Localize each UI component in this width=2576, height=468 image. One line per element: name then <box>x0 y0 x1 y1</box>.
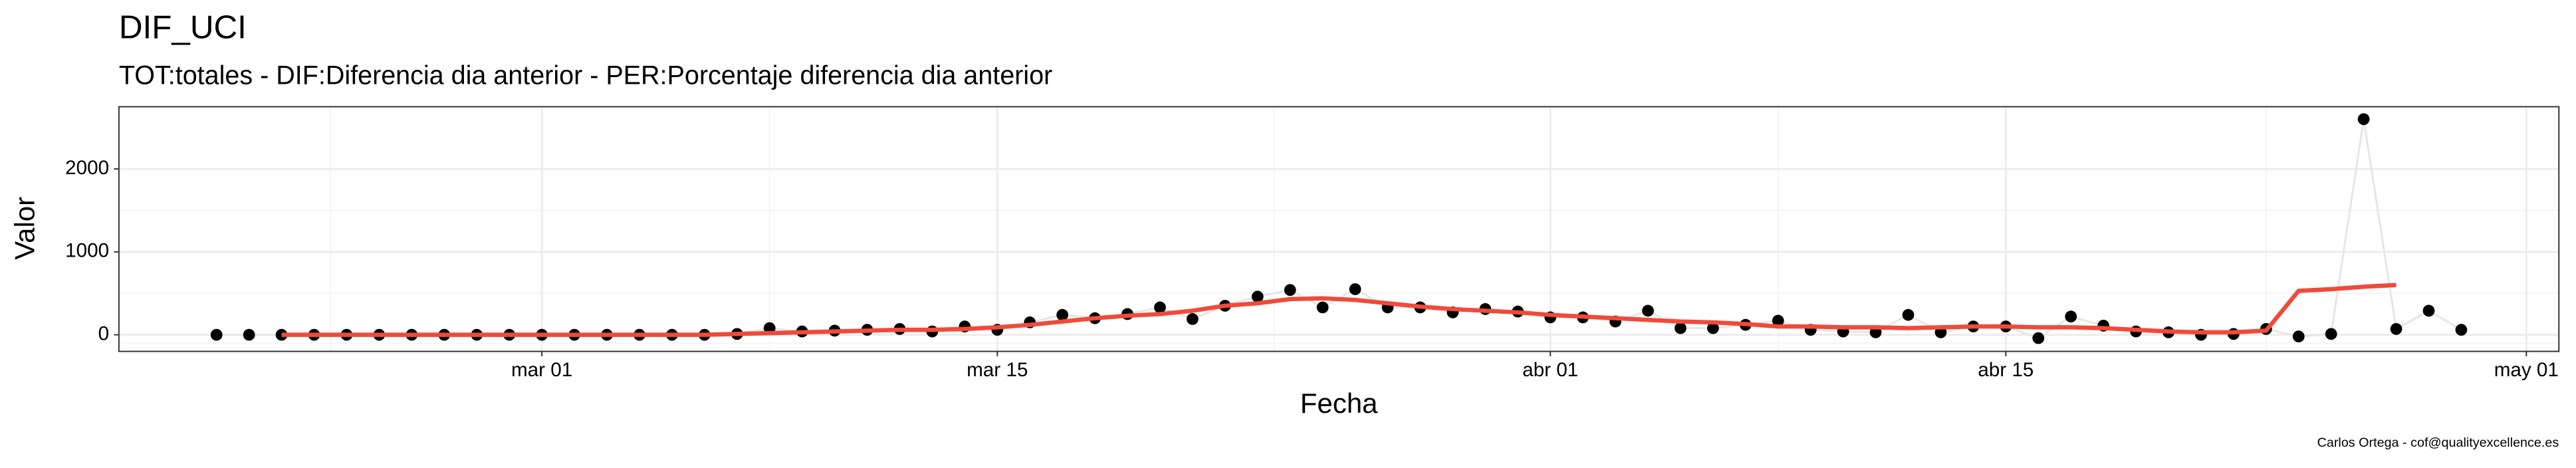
data-point <box>1284 284 1296 296</box>
data-point <box>275 328 288 341</box>
data-point <box>1349 283 1361 295</box>
data-point <box>2032 332 2045 344</box>
trend-line <box>281 283 2397 337</box>
y-tick-label: 1000 <box>65 240 109 262</box>
x-tick-label: abr 15 <box>1978 359 2034 381</box>
data-point <box>243 328 255 341</box>
data-point <box>1902 308 1915 321</box>
data-point <box>210 328 223 341</box>
data-point <box>1316 301 1329 314</box>
x-tick-label: mar 15 <box>967 359 1028 381</box>
data-point <box>2357 113 2370 126</box>
data-point <box>2325 328 2337 340</box>
caption: Carlos Ortega - cof@qualityexcellence.es <box>2317 435 2559 450</box>
data-point <box>1772 314 1784 327</box>
data-point <box>1642 304 1654 317</box>
x-axis-label: Fecha <box>1300 388 1378 419</box>
x-tick-label: mar 01 <box>511 359 572 381</box>
data-point <box>1186 313 1199 325</box>
x-tick-label: abr 01 <box>1522 359 1578 381</box>
x-tick-label: may 01 <box>2494 359 2559 381</box>
data-point <box>1154 301 1166 314</box>
data-point <box>2292 330 2305 343</box>
y-tick-label: 2000 <box>65 157 109 179</box>
plot-background <box>118 106 2559 352</box>
y-tick-label: 0 <box>98 322 109 344</box>
data-point <box>2422 304 2435 317</box>
chart-subtitle: TOT:totales - DIF:Diferencia dia anterio… <box>119 61 1052 90</box>
y-axis-label: Valor <box>9 197 41 260</box>
data-point <box>2455 324 2468 336</box>
data-point <box>1251 291 1264 303</box>
data-point <box>1706 322 1719 334</box>
chart-title: DIF_UCI <box>119 9 247 46</box>
plot-border <box>118 106 2560 352</box>
data-point <box>1675 322 1687 334</box>
data-point <box>1056 308 1068 321</box>
data-point <box>2390 322 2402 335</box>
data-point <box>2065 310 2077 323</box>
